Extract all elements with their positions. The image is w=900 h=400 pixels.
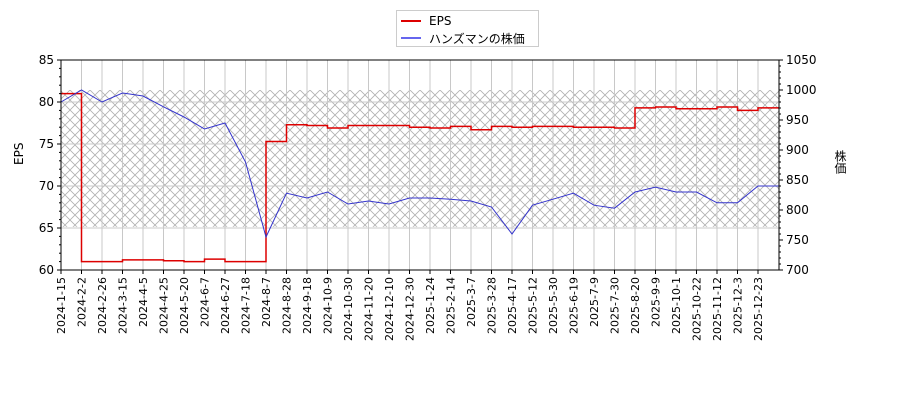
svg-text:2024-11-20: 2024-11-20 xyxy=(363,277,376,341)
svg-text:2024-10-30: 2024-10-30 xyxy=(342,277,355,341)
svg-text:2025-3-7: 2025-3-7 xyxy=(465,277,478,327)
stock-price-line xyxy=(60,89,779,239)
svg-text:750: 750 xyxy=(786,233,809,247)
svg-text:2024-8-28: 2024-8-28 xyxy=(281,277,294,334)
svg-text:2025-1-24: 2025-1-24 xyxy=(424,277,437,334)
svg-text:2024-8-7: 2024-8-7 xyxy=(260,277,273,327)
price-swatch-icon xyxy=(401,37,421,39)
svg-text:70: 70 xyxy=(39,179,54,193)
svg-text:2024-2-2: 2024-2-2 xyxy=(76,277,89,327)
eps-swatch-icon xyxy=(401,20,421,22)
axes-frame xyxy=(60,59,780,271)
svg-text:2024-7-18: 2024-7-18 xyxy=(240,277,253,334)
svg-text:2024-9-18: 2024-9-18 xyxy=(301,277,314,334)
left-y-axis: 60 65 70 75 80 85 xyxy=(39,53,61,277)
eps-line xyxy=(61,92,779,263)
svg-text:900: 900 xyxy=(786,143,809,157)
svg-text:2025-6-19: 2025-6-19 xyxy=(568,277,581,334)
svg-text:2025-5-30: 2025-5-30 xyxy=(547,277,560,334)
svg-text:2024-3-15: 2024-3-15 xyxy=(117,277,130,334)
svg-text:1050: 1050 xyxy=(786,53,817,67)
svg-text:2024-6-7: 2024-6-7 xyxy=(199,277,212,327)
svg-text:2024-6-27: 2024-6-27 xyxy=(219,277,232,334)
svg-text:80: 80 xyxy=(39,95,54,109)
svg-text:2024-12-10: 2024-12-10 xyxy=(383,277,396,341)
svg-text:75: 75 xyxy=(39,137,54,151)
svg-text:60: 60 xyxy=(39,263,54,277)
svg-text:2025-3-28: 2025-3-28 xyxy=(486,277,499,334)
plot-area xyxy=(61,60,779,270)
svg-text:2025-10-22: 2025-10-22 xyxy=(691,277,704,341)
grid-lines xyxy=(60,59,779,271)
svg-text:2025-4-17: 2025-4-17 xyxy=(506,277,519,334)
right-y-axis: 700 750 800 850 900 950 1000 1050 xyxy=(779,53,817,277)
svg-text:2025-2-14: 2025-2-14 xyxy=(445,277,458,334)
svg-text:2024-4-25: 2024-4-25 xyxy=(158,277,171,334)
svg-text:2025-12-3: 2025-12-3 xyxy=(732,277,745,334)
svg-text:2024-12-30: 2024-12-30 xyxy=(404,277,417,341)
legend-item-eps: EPS xyxy=(401,13,451,29)
svg-text:2024-5-20: 2024-5-20 xyxy=(178,277,191,334)
svg-text:65: 65 xyxy=(39,221,54,235)
legend: EPS ハンズマンの株価 xyxy=(396,10,539,47)
svg-text:2024-1-15: 2024-1-15 xyxy=(55,277,68,334)
legend-item-price: ハンズマンの株価 xyxy=(401,30,525,46)
svg-text:2025-7-30: 2025-7-30 xyxy=(609,277,622,334)
svg-text:2025-11-12: 2025-11-12 xyxy=(711,277,724,341)
svg-text:2025-8-20: 2025-8-20 xyxy=(629,277,642,334)
svg-text:850: 850 xyxy=(786,173,809,187)
svg-text:700: 700 xyxy=(786,263,809,277)
svg-text:2025-7-9: 2025-7-9 xyxy=(588,277,601,327)
svg-text:1000: 1000 xyxy=(786,83,817,97)
svg-text:2025-10-1: 2025-10-1 xyxy=(670,277,683,334)
svg-text:950: 950 xyxy=(786,113,809,127)
legend-label-price: ハンズマンの株価 xyxy=(429,31,525,46)
svg-text:2024-2-26: 2024-2-26 xyxy=(96,277,109,334)
legend-label-eps: EPS xyxy=(429,14,452,28)
svg-text:2024-4-5: 2024-4-5 xyxy=(137,277,150,327)
svg-text:2024-10-9: 2024-10-9 xyxy=(322,277,335,334)
svg-text:2025-12-23: 2025-12-23 xyxy=(752,277,765,341)
svg-text:2025-9-9: 2025-9-9 xyxy=(650,277,663,327)
svg-text:2025-5-12: 2025-5-12 xyxy=(527,277,540,334)
svg-text:85: 85 xyxy=(39,53,54,67)
x-axis: 2024-1-15 2024-2-2 2024-2-26 2024-3-15 2024-… xyxy=(55,270,765,341)
left-axis-label: EPS xyxy=(12,142,26,165)
right-axis-label: 株価 xyxy=(833,150,847,174)
svg-text:800: 800 xyxy=(786,203,809,217)
